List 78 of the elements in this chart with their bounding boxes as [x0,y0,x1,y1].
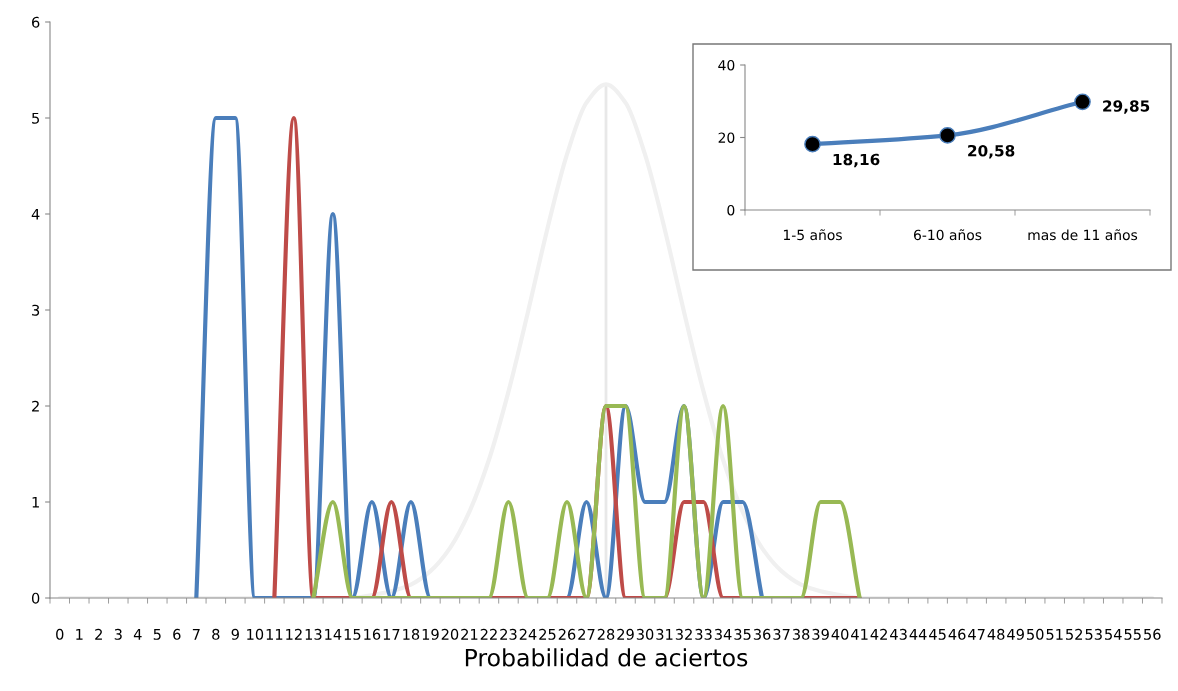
y-tick-label: 0 [31,592,40,604]
x-tick-label: 17 [383,629,400,640]
x-tick-label: 32 [675,628,692,640]
x-tick-label: 45 [929,629,946,640]
y-tick-label: 3 [32,304,40,316]
x-tick-label: 47 [968,629,985,640]
x-tick-label: 2 [95,628,102,640]
x-tick-label: 18 [403,628,420,640]
x-tick-label: 41 [851,629,868,640]
x-tick-label: 56 [1144,628,1161,640]
data-label: 18,16 [833,153,880,168]
point [804,135,821,153]
x-tick-label: 10 [247,628,264,640]
x-tick-label: 7 [192,629,200,640]
x-tick-label: 26 [558,628,576,640]
x-tick-label: 29 [617,628,634,640]
point [1074,93,1091,111]
data-label: 29,85 [1103,100,1150,114]
x-tick-label: 3 [114,628,122,640]
x-tick-label: 6 [173,628,181,640]
y-tick-label: 5 [32,112,39,124]
x-tick-label: 25 [539,628,556,640]
x-tick-label: 35 [734,628,751,640]
x-tick-label: 33 [695,628,712,640]
x-tick-label: 48 [987,628,1005,640]
x-tick-label: 19 [422,628,439,640]
x-tick-label: 23 [500,628,517,640]
x-tick-label: 4 [133,629,142,640]
x-tick-label: 44 [909,629,927,640]
x-tick-label: 13 [305,628,322,640]
x-tick-label: 42 [870,628,887,640]
x-tick-label: 9 [231,628,239,640]
x-tick-label: 37 [773,628,790,640]
x-tick-label: 46 [948,628,966,640]
x-tick-label: 40 [831,628,849,640]
x-tick-label: 20 [441,628,459,640]
x-tick-label: 16 [364,628,381,640]
x-tick-label: 22 [480,628,497,640]
y-tick-label: 4 [31,208,40,220]
x-tick-label: 30 [636,628,654,640]
x-tick-label: 28 [597,628,615,640]
y-tick-label: 2 [32,400,39,412]
x-tick-label: mas de 11 años [1028,229,1138,241]
x-tick-label: 24 [519,628,537,640]
x-tick-label: 21 [461,628,478,640]
y-tick-label: 6 [32,16,40,28]
data-label: 20,58 [968,144,1015,159]
x-tick-label: 5 [153,629,161,640]
x-tick-label: 1-5 años [783,229,842,241]
x-tick-label: 6-10 años [913,229,982,241]
y-tick-label: 20 [718,132,735,143]
x-axis-title: Probabilidad de aciertos [465,648,748,667]
x-tick-label: 49 [1007,628,1024,640]
x-tick-label: 55 [1124,629,1141,640]
x-tick-label: 0 [56,628,64,640]
x-tick-label: 52 [1066,628,1083,640]
x-tick-label: 8 [212,628,220,640]
x-tick-label: 54 [1105,629,1122,640]
x-tick-label: 14 [325,629,342,640]
x-tick-label: 15 [344,629,361,640]
x-tick-label: 31 [656,628,673,640]
x-tick-label: 51 [1046,629,1063,640]
y-tick-label: 40 [718,59,735,71]
line-series [57,82,1155,598]
x-tick-label: 43 [890,628,907,640]
x-tick-label: 53 [1085,628,1102,640]
x-tick-label: 34 [714,628,732,640]
x-tick-label: 12 [286,628,302,640]
x-tick-label: 50 [1027,628,1044,640]
x-tick-label: 38 [792,628,810,640]
x-tick-label: 1 [76,629,83,640]
y-tick-label: 0 [727,204,735,216]
x-tick-label: 39 [812,628,829,640]
x-tick-label: 11 [266,629,283,640]
y-tick-label: 1 [32,496,39,508]
point [939,127,956,144]
x-tick-label: 27 [578,628,595,640]
x-tick-label: 36 [753,628,771,640]
